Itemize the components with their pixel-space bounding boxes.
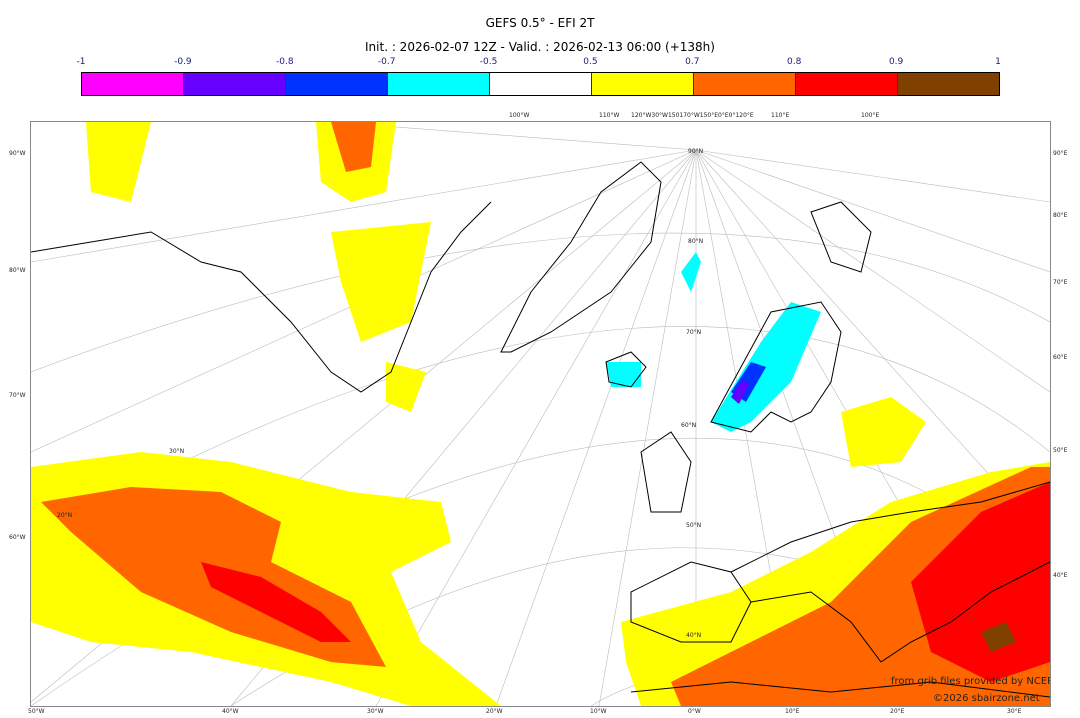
- colorbar-label: 0.8: [787, 57, 802, 67]
- axis-label: 50°E: [1053, 447, 1068, 454]
- axis-label: 110°E: [771, 112, 790, 119]
- red-area-atlantic: [201, 562, 351, 642]
- colorbar-label: -0.8: [275, 57, 294, 67]
- violet-area-norway: [731, 380, 749, 404]
- colorbar-label: -1: [76, 57, 86, 67]
- axis-label: 90°N: [688, 148, 704, 155]
- axis-label: 90°W: [9, 150, 26, 157]
- axis-label: 100°W: [509, 112, 530, 119]
- axis-label: 20°N: [57, 512, 73, 519]
- axis-label: 80°E: [1053, 212, 1068, 219]
- yellow-area-scandinavia: [841, 397, 926, 467]
- colorbar-label: -0.5: [479, 57, 498, 67]
- orange-area-canada: [331, 122, 376, 172]
- axis-label: 10°W: [590, 708, 607, 715]
- latitude-line: [31, 326, 1050, 543]
- colorbar: [81, 72, 1000, 96]
- colorbar-swatch: [286, 73, 388, 95]
- axis-label: 20°E: [890, 708, 905, 715]
- brown-area-europe: [981, 622, 1016, 652]
- axis-label: 80°W: [9, 267, 26, 274]
- credit-source: from grib files provided by NCEP: [891, 676, 1051, 687]
- axis-label: 60°E: [1053, 354, 1068, 361]
- chart-title: GEFS 0.5° - EFI 2T: [485, 16, 595, 30]
- cyan-area-svalbard: [681, 252, 701, 292]
- axis-label: 60°N: [681, 422, 697, 429]
- chart-subtitle: Init. : 2026-02-07 12Z - Valid. : 2026-0…: [365, 40, 715, 54]
- colorbar-swatch: [490, 73, 592, 95]
- cyan-area-iceland: [606, 362, 641, 387]
- colorbar-swatch: [694, 73, 796, 95]
- axis-label: 70°N: [686, 329, 702, 336]
- axis-label: 0°W: [688, 708, 701, 715]
- axis-label: 40°N: [686, 632, 702, 639]
- efi-anomaly-areas: [31, 122, 1050, 706]
- axis-label: 30°N: [169, 448, 185, 455]
- colorbar-label: 0.9: [888, 57, 904, 67]
- axis-label: 80°N: [688, 238, 704, 245]
- colorbar-label: 0.7: [685, 57, 700, 67]
- axis-label: 50°N: [686, 522, 702, 529]
- axis-label: 10°E: [785, 708, 800, 715]
- colorbar-swatch: [796, 73, 898, 95]
- axis-label: 60°W: [9, 534, 26, 541]
- axis-label: 20°W: [486, 708, 503, 715]
- colorbar-label: -0.7: [377, 57, 396, 67]
- colorbar-swatch: [184, 73, 286, 95]
- yellow-area-baffin: [331, 222, 431, 342]
- efi-map: 90°N 80°N 70°N 60°N 50°N 40°N 30°N 20°N from gr…: [30, 121, 1051, 707]
- colorbar-swatch: [898, 73, 999, 95]
- map-canvas: [31, 122, 1050, 706]
- colorbar-swatch: [82, 73, 184, 95]
- axis-label: 40°W: [222, 708, 239, 715]
- axis-label: 110°W: [599, 112, 620, 119]
- colorbar-label: 1: [995, 57, 1001, 67]
- axis-label: 120°W30°W150170°W150°E0°E0°120°E: [631, 112, 754, 119]
- axis-label: 40°E: [1053, 572, 1068, 579]
- red-area-europe: [911, 482, 1050, 682]
- colorbar-label: -0.9: [174, 57, 192, 67]
- colorbar-swatch: [592, 73, 694, 95]
- axis-label: 100°E: [861, 112, 880, 119]
- axis-label: 50°W: [28, 708, 45, 715]
- axis-label: 70°W: [9, 392, 26, 399]
- axis-label: 70°E: [1053, 279, 1068, 286]
- axis-label: 90°E: [1053, 150, 1068, 157]
- yellow-area-labrador: [386, 362, 426, 412]
- axis-label: 30°W: [367, 708, 384, 715]
- coastlines: [31, 161, 1050, 698]
- colorbar-swatch: [388, 73, 490, 95]
- latitude-line: [31, 232, 1050, 373]
- axis-label: 30°E: [1007, 708, 1022, 715]
- yellow-area-nw: [86, 122, 151, 202]
- credit-copyright: ©2026 sbairzone.net: [933, 693, 1040, 704]
- colorbar-label: 0.5: [583, 57, 598, 67]
